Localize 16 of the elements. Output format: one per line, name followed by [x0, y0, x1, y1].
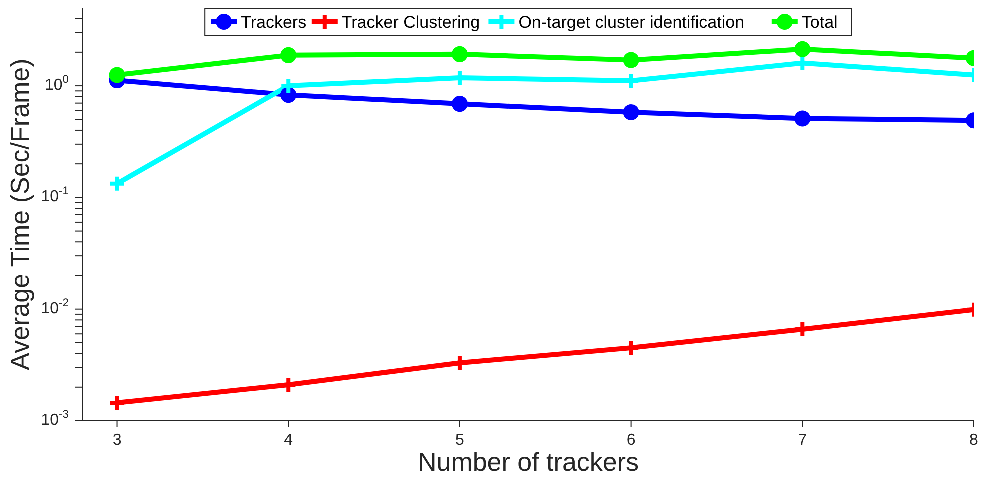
legend-label: Tracker Clustering — [342, 13, 480, 32]
y-tick-label: 10$^{0}$ — [44, 74, 69, 94]
x-tick-label: 3 — [112, 432, 122, 450]
legend-label: Trackers — [241, 13, 307, 32]
x-tick-label: 6 — [626, 432, 636, 450]
x-tick-label: 7 — [798, 432, 808, 450]
x-tick-label: 4 — [284, 432, 294, 450]
y-tick-label: 10$^{-3}$ — [41, 408, 69, 430]
y-tick-label: 10$^{-2}$ — [41, 297, 69, 318]
legend-label: Total — [802, 13, 838, 32]
y-tick-label: 10$^{-1}$ — [41, 186, 69, 206]
x-tick-label: 5 — [456, 432, 465, 450]
legend-label: On-target cluster identification — [518, 13, 745, 32]
x-axis-title: Number of trackers — [418, 447, 640, 477]
y-axis-title: Average Time (Sec/Frame) — [5, 58, 36, 370]
x-tick-label: 8 — [970, 432, 979, 450]
